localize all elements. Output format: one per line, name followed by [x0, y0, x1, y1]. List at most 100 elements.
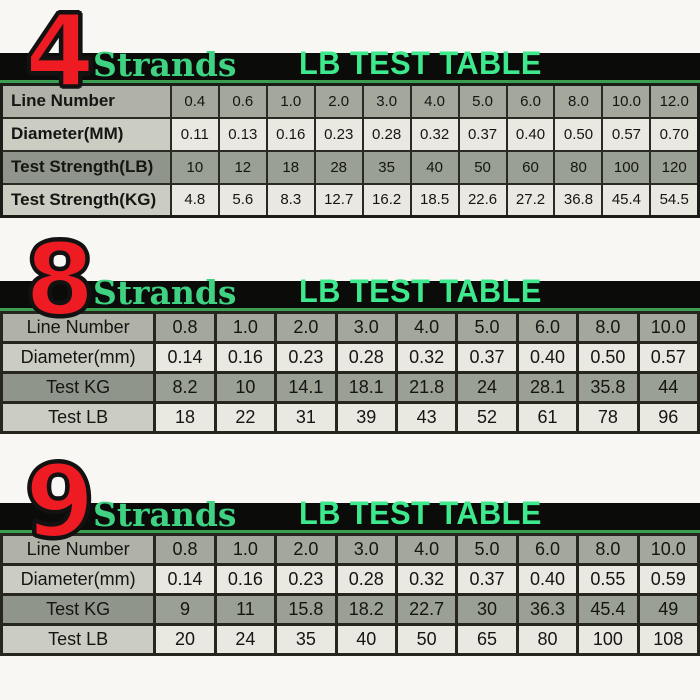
value-cell: 2.0 — [313, 83, 364, 119]
value-cell: 5.6 — [217, 182, 268, 218]
value-cell: 4.0 — [409, 83, 460, 119]
banner-title: LB TEST TABLE — [299, 45, 542, 81]
value-cell: 45.4 — [601, 182, 652, 218]
value-cell: 52 — [455, 401, 519, 434]
value-cell: 35 — [274, 623, 338, 656]
spec-table-4-strands: Line Number 0.4 0.6 1.0 2.0 3.0 4.0 5.0 6.0 8.0 10… — [0, 83, 700, 218]
table-row: Line Number 0.8 1.0 2.0 3.0 4.0 5.0 6.0 8.0 10.0 — [0, 311, 700, 344]
value-cell: 100 — [601, 149, 652, 185]
value-cell: 10.0 — [601, 83, 652, 119]
table-banner: 8 Strands LB TEST TABLE — [0, 228, 700, 331]
row-label: Line Number — [0, 83, 172, 119]
table-row: Test KG 9 11 15.8 18.2 22.7 30 36.3 45.4 49 — [0, 593, 700, 626]
value-cell: 49 — [636, 593, 700, 626]
row-label: Test LB — [0, 623, 157, 656]
spec-table-9-strands: Line Number 0.8 1.0 2.0 3.0 4.0 5.0 6.0 8.0 10.0 D… — [0, 533, 700, 656]
table-section-9-strands: 9 Strands LB TEST TABLE Line Number 0.8 1.… — [0, 450, 700, 656]
value-cell: 65 — [455, 623, 519, 656]
value-cell: 0.57 — [601, 116, 652, 152]
row-label: Diameter(mm) — [0, 341, 157, 374]
value-cell: 54.5 — [649, 182, 700, 218]
value-cell: 27.2 — [505, 182, 556, 218]
row-label: Test KG — [0, 593, 157, 626]
value-cell: 6.0 — [515, 533, 580, 566]
table-row: Diameter(mm) 0.14 0.16 0.23 0.28 0.32 0.37 0.40… — [0, 563, 700, 596]
value-cell: 18 — [153, 401, 217, 434]
value-cell: 0.6 — [217, 83, 268, 119]
value-cell: 10.0 — [636, 311, 700, 344]
value-cell: 0.16 — [213, 341, 278, 374]
value-cell: 28 — [313, 149, 364, 185]
value-cell: 50 — [394, 623, 459, 656]
value-cell: 3.0 — [334, 533, 398, 566]
value-cell: 20 — [153, 623, 217, 656]
value-cell: 21.8 — [394, 371, 459, 404]
value-cell: 100 — [576, 623, 640, 656]
value-cell: 18.2 — [334, 593, 398, 626]
strand-count-number: 4 — [24, 0, 97, 110]
value-cell: 40 — [334, 623, 398, 656]
value-cell: 5.0 — [457, 83, 508, 119]
value-cell: 4.0 — [394, 533, 459, 566]
value-cell: 45.4 — [576, 593, 640, 626]
value-cell: 0.11 — [169, 116, 220, 152]
value-cell: 96 — [636, 401, 700, 434]
value-cell: 4.8 — [169, 182, 220, 218]
value-cell: 61 — [515, 401, 580, 434]
strands-label: Strands — [93, 273, 237, 312]
value-cell: 0.16 — [213, 563, 278, 596]
value-cell: 0.23 — [274, 563, 338, 596]
value-cell: 108 — [636, 623, 700, 656]
value-cell: 11 — [213, 593, 278, 626]
value-cell: 0.28 — [334, 341, 398, 374]
value-cell: 10 — [169, 149, 220, 185]
value-cell: 39 — [334, 401, 398, 434]
value-cell: 44 — [636, 371, 700, 404]
value-cell: 0.4 — [169, 83, 220, 119]
value-cell: 0.16 — [265, 116, 316, 152]
value-cell: 8.3 — [265, 182, 316, 218]
value-cell: 0.40 — [505, 116, 556, 152]
table-row: Diameter(MM) 0.11 0.13 0.16 0.23 0.28 0.32 0.37… — [0, 116, 700, 152]
banner-title: LB TEST TABLE — [299, 495, 542, 531]
value-cell: 8.0 — [576, 533, 640, 566]
value-cell: 0.37 — [457, 116, 508, 152]
value-cell: 0.50 — [576, 341, 640, 374]
table-section-8-strands: 8 Strands LB TEST TABLE Line Number 0.8 1.… — [0, 228, 700, 434]
value-cell: 0.32 — [394, 341, 459, 374]
value-cell: 12 — [217, 149, 268, 185]
value-cell: 8.2 — [153, 371, 217, 404]
value-cell: 12.7 — [313, 182, 364, 218]
value-cell: 0.13 — [217, 116, 268, 152]
table-row: Test KG 8.2 10 14.1 18.1 21.8 24 28.1 35.8 44 — [0, 371, 700, 404]
value-cell: 0.32 — [394, 563, 459, 596]
value-cell: 0.50 — [553, 116, 604, 152]
value-cell: 9 — [153, 593, 217, 626]
value-cell: 60 — [505, 149, 556, 185]
value-cell: 0.14 — [153, 563, 217, 596]
value-cell: 0.28 — [361, 116, 412, 152]
table-banner: 9 Strands LB TEST TABLE — [0, 450, 700, 553]
row-label: Test KG — [0, 371, 157, 404]
strands-label: Strands — [93, 495, 237, 534]
value-cell: 0.37 — [455, 341, 519, 374]
row-label: Diameter(MM) — [0, 116, 172, 152]
value-cell: 78 — [576, 401, 640, 434]
value-cell: 0.40 — [515, 341, 580, 374]
value-cell: 2.0 — [274, 311, 338, 344]
row-label: Test Strength(LB) — [0, 149, 172, 185]
value-cell: 0.8 — [153, 533, 217, 566]
value-cell: 36.3 — [515, 593, 580, 626]
value-cell: 43 — [394, 401, 459, 434]
value-cell: 0.28 — [334, 563, 398, 596]
value-cell: 0.23 — [274, 341, 338, 374]
strand-count-number: 8 — [24, 221, 97, 338]
value-cell: 24 — [213, 623, 278, 656]
row-label: Test LB — [0, 401, 157, 434]
value-cell: 22 — [213, 401, 278, 434]
value-cell: 35.8 — [576, 371, 640, 404]
value-cell: 40 — [409, 149, 460, 185]
row-label: Line Number — [0, 311, 157, 344]
value-cell: 6.0 — [505, 83, 556, 119]
table-section-4-strands: 4 Strands LB TEST TABLE Line Number 0.4 0.… — [0, 0, 700, 218]
